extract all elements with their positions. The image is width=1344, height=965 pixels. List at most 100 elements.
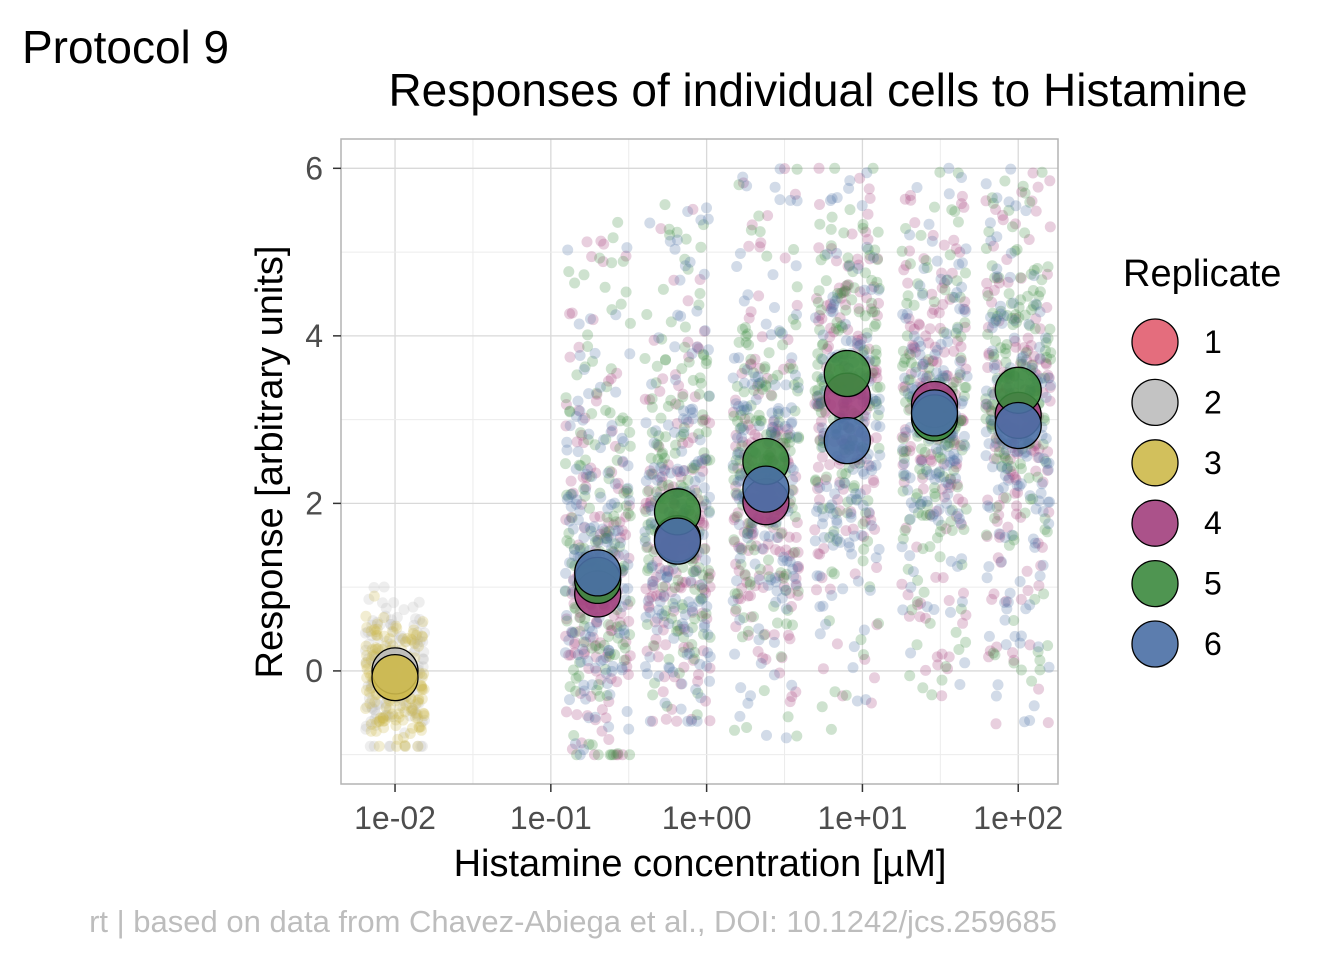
cell-point	[598, 238, 610, 250]
cell-point	[820, 275, 832, 287]
cell-point	[1005, 247, 1017, 259]
cell-point	[858, 543, 870, 555]
cell-point	[928, 304, 940, 315]
cell-point	[409, 645, 421, 657]
cell-point	[904, 514, 915, 526]
cell-point	[988, 240, 999, 252]
cell-point	[561, 613, 572, 625]
cell-point	[787, 313, 799, 325]
cell-point	[641, 542, 653, 554]
cell-point	[870, 432, 882, 444]
cell-point	[659, 697, 671, 709]
cell-point	[601, 381, 613, 393]
cell-point	[371, 629, 383, 641]
cell-point	[993, 277, 1005, 289]
cell-point	[699, 543, 710, 555]
cell-point	[691, 341, 703, 353]
cell-point	[900, 426, 912, 438]
cell-point	[814, 494, 825, 506]
cell-point	[898, 453, 910, 464]
cell-point	[980, 413, 992, 425]
cell-point	[825, 322, 837, 334]
cell-point	[655, 589, 667, 600]
cell-point	[950, 243, 962, 255]
cell-point	[774, 667, 786, 679]
cell-point	[569, 636, 581, 648]
cell-point	[362, 653, 374, 665]
cell-point	[704, 715, 716, 727]
cell-point	[814, 398, 826, 410]
cell-point	[565, 511, 577, 523]
cell-point	[871, 310, 883, 322]
cell-point	[1027, 359, 1039, 371]
cell-point	[406, 705, 418, 717]
cell-point	[700, 426, 712, 438]
cell-point	[950, 327, 962, 339]
legend-key-3	[1131, 439, 1179, 487]
cell-point	[678, 642, 690, 653]
cell-point	[651, 555, 663, 567]
cell-point	[907, 339, 919, 351]
cell-point	[1019, 227, 1031, 239]
cell-point	[567, 487, 579, 499]
cell-point	[837, 483, 849, 495]
cell-point	[645, 500, 657, 512]
cell-point	[866, 274, 878, 286]
cell-point	[591, 387, 603, 399]
cell-point	[1020, 205, 1032, 217]
cell-point	[998, 310, 1010, 322]
cell-point	[368, 582, 380, 593]
cell-point	[657, 447, 669, 459]
cell-point	[941, 328, 953, 340]
cell-point	[809, 385, 821, 397]
cell-point	[934, 166, 946, 178]
cell-point	[821, 481, 833, 493]
cell-point	[1011, 244, 1023, 255]
cell-point	[700, 453, 712, 465]
cell-point	[604, 749, 616, 761]
cell-point	[918, 358, 929, 370]
cell-point	[846, 228, 858, 240]
cell-point	[1001, 254, 1013, 265]
cell-point	[902, 277, 914, 289]
cell-point	[1011, 500, 1023, 512]
cell-point	[676, 599, 688, 611]
cell-point	[624, 440, 636, 452]
cell-point	[394, 700, 406, 712]
cell-point	[1023, 472, 1035, 484]
cell-point	[733, 179, 745, 191]
cell-point	[682, 474, 694, 486]
cell-point	[983, 226, 995, 238]
cell-point	[990, 690, 1002, 702]
cell-point	[610, 309, 622, 321]
cell-point	[572, 446, 584, 458]
cell-point	[1042, 640, 1054, 652]
cell-point	[598, 434, 610, 446]
cell-point	[786, 416, 798, 428]
cell-point	[1025, 493, 1036, 505]
cell-point	[747, 526, 759, 538]
cell-point	[774, 163, 786, 175]
cell-point	[730, 558, 742, 570]
cell-point	[564, 406, 576, 418]
cell-point	[406, 634, 418, 646]
cell-point	[404, 728, 416, 739]
cell-point	[585, 690, 597, 702]
cell-point	[753, 623, 765, 635]
cell-point	[580, 636, 592, 648]
cell-point	[387, 621, 399, 632]
cell-point	[643, 562, 655, 574]
cell-point	[655, 412, 667, 424]
cell-point	[911, 488, 923, 500]
cell-point	[370, 709, 382, 720]
cell-point	[647, 576, 659, 587]
cell-point	[600, 404, 612, 416]
cell-point	[649, 677, 661, 689]
cell-point	[384, 740, 396, 752]
cell-point	[686, 639, 698, 650]
cell-point	[646, 591, 658, 603]
cell-point	[1000, 639, 1012, 651]
cell-point	[573, 318, 585, 330]
cell-point	[400, 635, 412, 647]
cell-point	[817, 600, 829, 612]
